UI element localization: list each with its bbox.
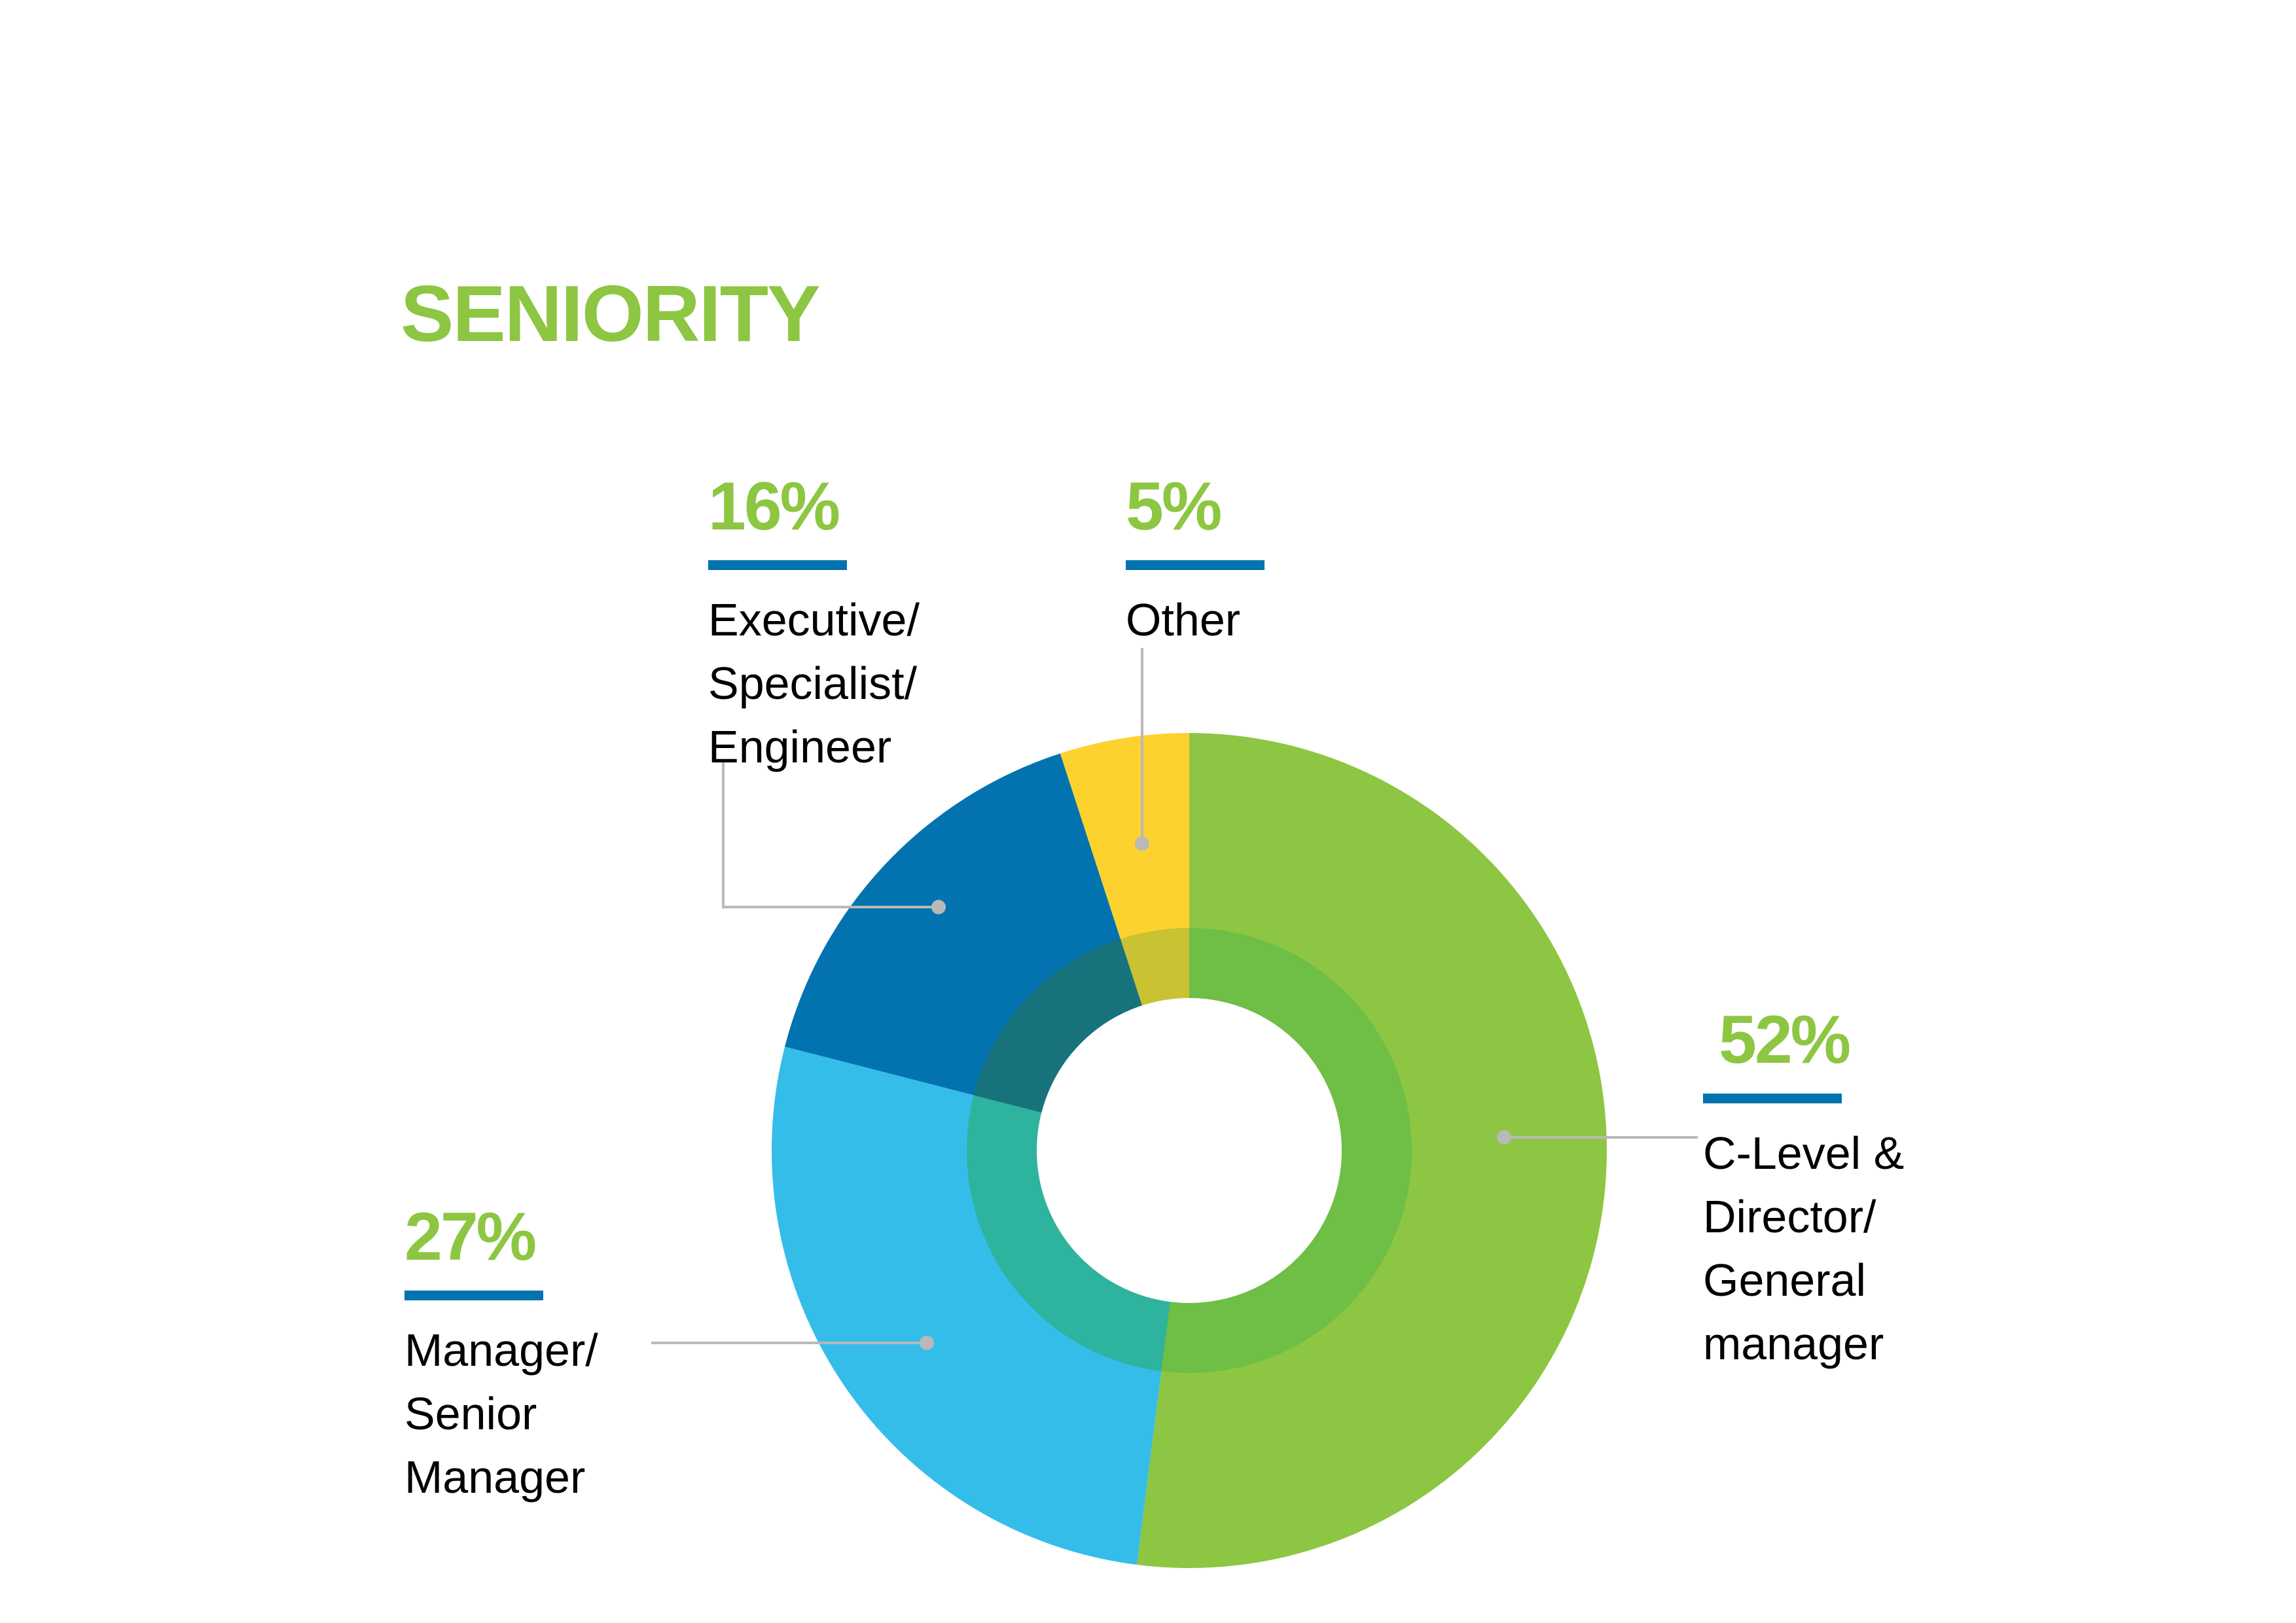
underline-bar (708, 560, 847, 570)
callout-manager: 27% Manager/ Senior Manager (404, 1203, 598, 1509)
leader-dots (920, 836, 1511, 1350)
category-label: Manager/ Senior Manager (404, 1325, 598, 1503)
percent-value: 27% (404, 1199, 537, 1275)
underline-bar (1126, 560, 1265, 570)
percent-value: 52% (1719, 1002, 1851, 1078)
leader-line-executive (722, 759, 939, 908)
category-label: C-Level & Director/ General manager (1703, 1128, 1905, 1369)
underline-bar (1703, 1094, 1842, 1103)
chart-title: SENIORITY (401, 269, 821, 358)
callout-other: 5% Other (1126, 473, 1265, 652)
percent-value: 16% (708, 469, 840, 544)
leader-dot-other (1135, 836, 1149, 851)
donut-hole (1037, 998, 1342, 1303)
callout-executive: 16% Executive/ Specialist/ Engineer (708, 473, 920, 779)
percent-value: 5% (1126, 469, 1222, 544)
underline-bar (404, 1291, 543, 1300)
leader-lines (651, 648, 1698, 1344)
leader-dot-executive (931, 900, 946, 914)
callout-clevel: 52% C-Level & Director/ General manager (1703, 1006, 1904, 1376)
category-label: Other (1126, 594, 1241, 645)
category-label: Executive/ Specialist/ Engineer (708, 594, 920, 772)
leader-dot-clevel (1497, 1130, 1511, 1145)
leader-dot-manager (920, 1336, 934, 1350)
